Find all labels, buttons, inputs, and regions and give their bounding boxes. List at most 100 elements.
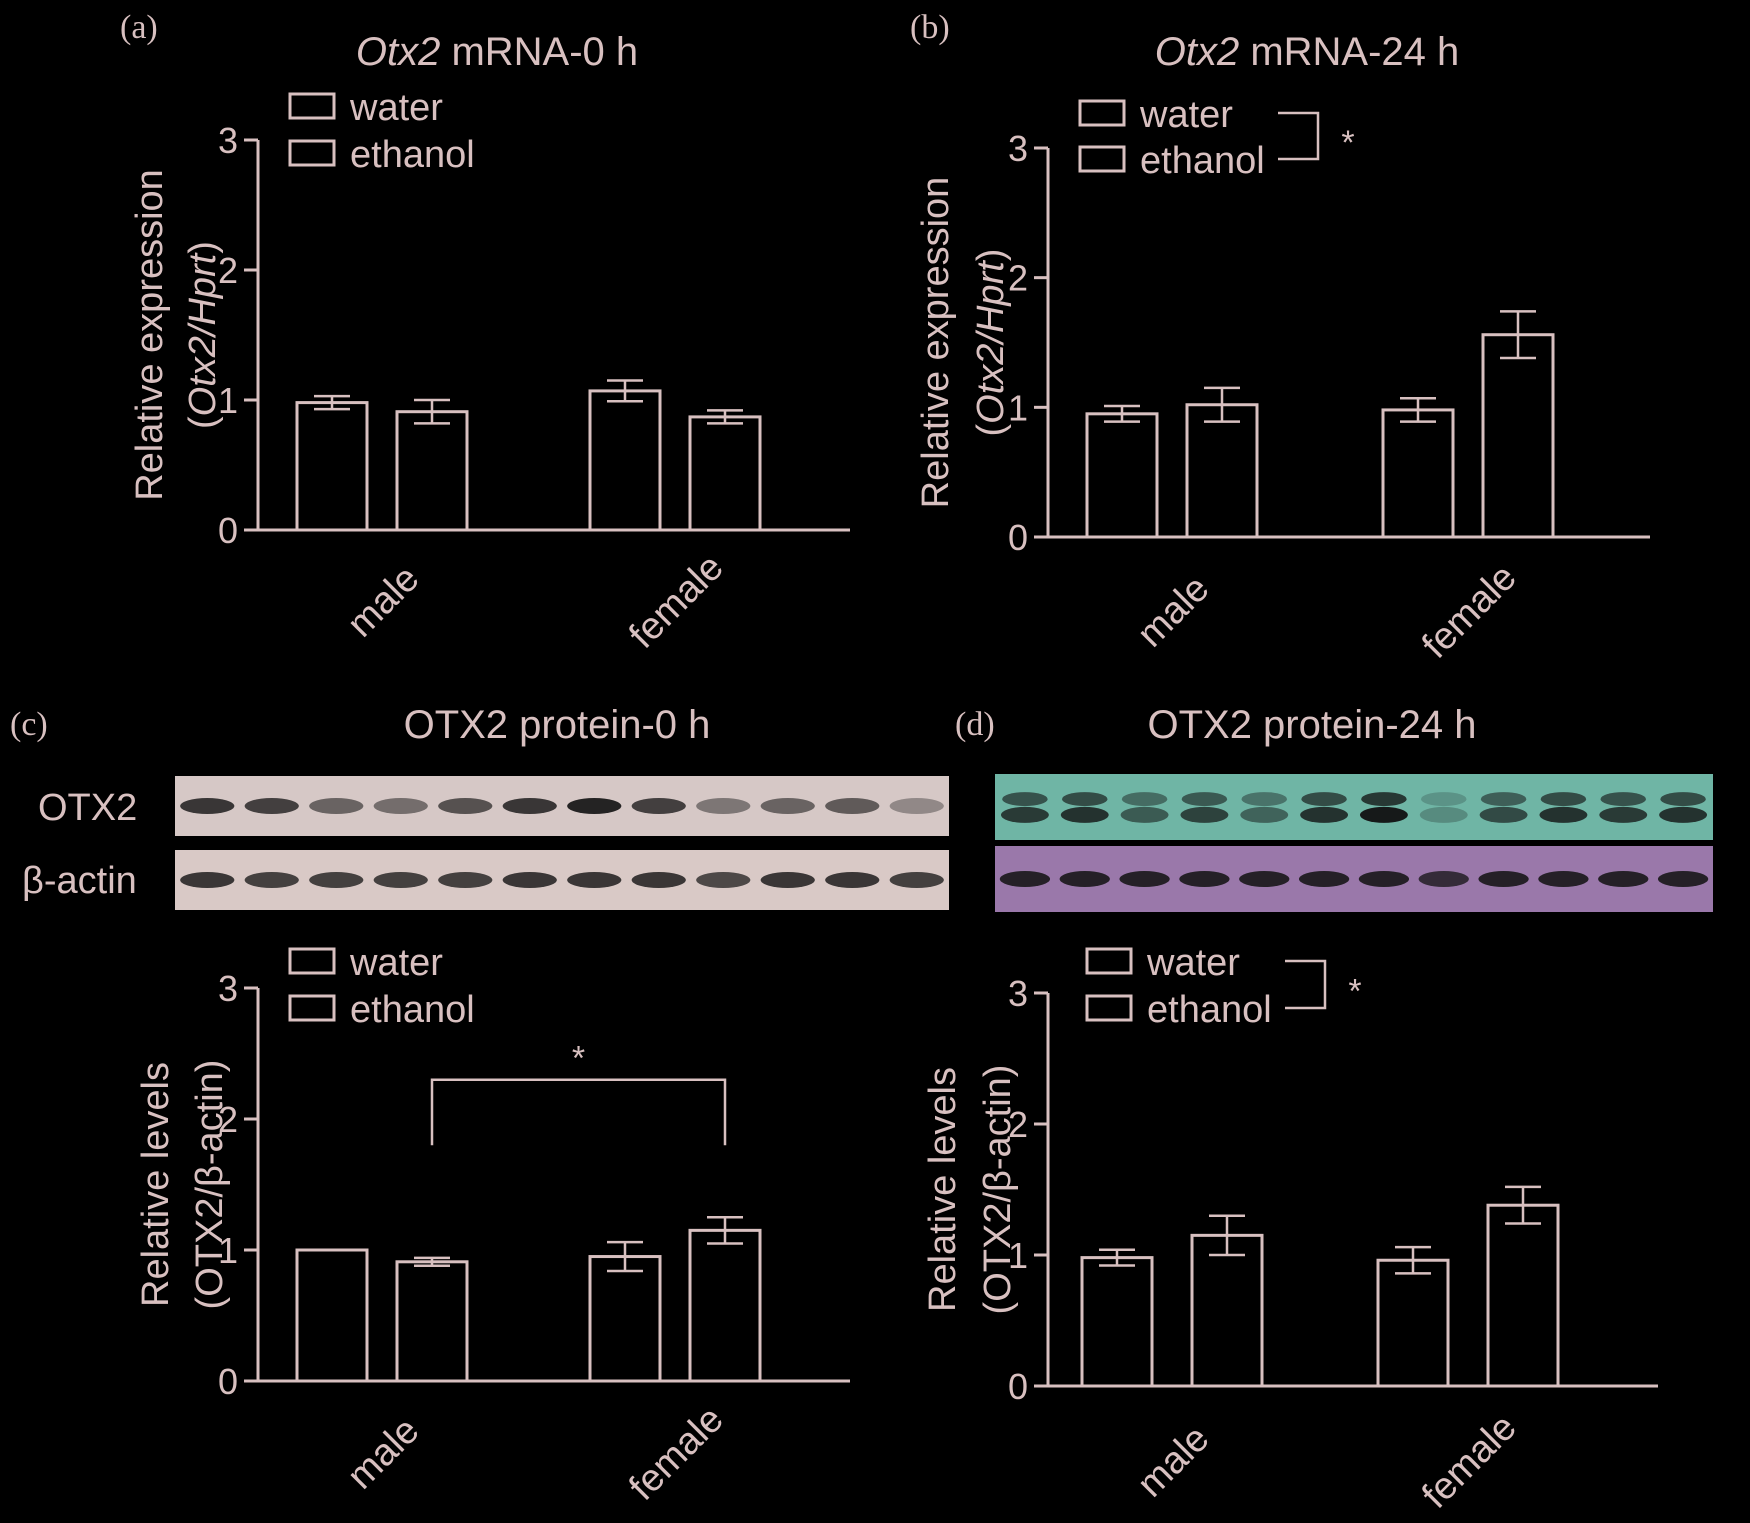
y-axis-label-units-pre: (OTX2/β-actin) — [189, 1060, 231, 1310]
blot-band — [567, 798, 622, 814]
legend-label-ethanol: ethanol — [350, 989, 475, 1031]
panel-label: (c) — [10, 706, 48, 743]
blot-band — [1300, 806, 1349, 823]
y-axis-label-units-pre: ( — [970, 423, 1012, 436]
legend-significance-bracket — [1278, 111, 1320, 161]
y-axis-label: Relative levels — [922, 1067, 964, 1312]
blot-band — [180, 872, 235, 888]
blot-band — [889, 872, 944, 888]
blot-band — [1060, 806, 1109, 823]
blot-band — [309, 872, 364, 888]
blot-band — [244, 798, 299, 814]
blot-band — [1421, 792, 1467, 807]
blot-band — [1002, 792, 1048, 807]
blot-band — [1480, 792, 1527, 807]
western-blots: OTX2 β-actin — [22, 774, 1713, 912]
blot-band — [438, 798, 493, 814]
chart-title-text: OTX2 protein-0 h — [404, 703, 711, 747]
panel-label: (b) — [910, 9, 950, 46]
legend-swatch-ethanol — [288, 139, 336, 167]
blot-d-actin-membrane — [995, 846, 1713, 912]
blot-band — [1418, 871, 1469, 887]
y-axis-label-units-pre: (OTX2/β-actin) — [977, 1065, 1019, 1315]
y-tick-label: 2 — [218, 250, 238, 291]
legend-significance-star: * — [1348, 973, 1361, 1011]
blot-band — [1540, 792, 1587, 807]
blot-band — [1358, 871, 1410, 887]
blot-band — [1600, 792, 1646, 807]
y-axis-label: Relative expression — [915, 177, 957, 509]
chart-title-italic: Otx2 — [356, 30, 440, 74]
y-axis-label-units-italic: Otx2/Hprt — [970, 260, 1012, 424]
blot-band — [502, 872, 557, 888]
blot-band — [1180, 806, 1229, 823]
legend-label-water: water — [349, 87, 443, 129]
y-axis-label-units-post: ) — [182, 241, 224, 254]
blot-band — [1120, 806, 1169, 823]
bar-water-male — [295, 1248, 369, 1383]
blot-band — [1538, 871, 1589, 887]
y-axis-label-units: (OTX2/β-actin) — [977, 1065, 1019, 1315]
blot-band — [180, 798, 235, 814]
chart-title: Otx2 mRNA-0 h — [356, 30, 638, 74]
legend-swatch-ethanol — [1078, 145, 1126, 173]
y-tick-label: 1 — [218, 1230, 238, 1271]
y-axis-label: Relative levels — [135, 1062, 177, 1307]
blot-band — [1062, 792, 1108, 807]
blot-band — [825, 798, 880, 814]
blot-band — [889, 798, 944, 814]
y-tick-label: 3 — [218, 120, 238, 161]
legend-label-ethanol: ethanol — [1140, 140, 1265, 182]
chart-title-text: OTX2 protein-24 h — [1147, 703, 1476, 747]
blot-band — [1361, 792, 1407, 807]
legend-swatch-ethanol — [1085, 994, 1133, 1022]
blot-band — [1660, 792, 1706, 807]
blot-band — [1181, 792, 1228, 807]
legend-swatch-water — [1085, 947, 1133, 975]
blot-d-otx2-membrane — [995, 774, 1713, 840]
legend-significance-bracket — [1285, 959, 1327, 1010]
blot-band — [696, 798, 751, 814]
y-tick-label: 3 — [1008, 973, 1028, 1014]
comparison-significance-star: * — [572, 1040, 585, 1078]
legend-swatch-water — [1078, 99, 1126, 127]
y-tick-label: 3 — [218, 968, 238, 1009]
blot-label-beta-actin: β-actin — [22, 860, 137, 902]
blot-band — [631, 872, 686, 888]
y-tick-label: 2 — [1008, 1104, 1028, 1145]
blot-band — [1179, 871, 1230, 887]
blot-band — [1539, 806, 1588, 823]
y-tick-label: 0 — [1008, 1366, 1028, 1407]
blot-c-actin — [175, 850, 949, 910]
blot-band — [1359, 806, 1408, 823]
comparison-bracket — [430, 1078, 727, 1146]
y-axis-label-units: (Otx2/Hprt) — [182, 241, 224, 429]
blot-band — [1598, 871, 1649, 887]
panel-label: (d) — [955, 706, 995, 743]
y-tick-label: 1 — [1008, 1235, 1028, 1276]
blot-band — [1657, 871, 1709, 887]
legend-label-ethanol: ethanol — [1147, 989, 1272, 1031]
chart-title: OTX2 protein-0 h — [404, 703, 711, 747]
blot-band — [1301, 792, 1347, 807]
y-tick-label: 2 — [1008, 258, 1028, 299]
legend-label-ethanol: ethanol — [350, 134, 475, 176]
y-tick-label: 0 — [218, 1361, 238, 1402]
panel-a: (a) Otx2 mRNA-0 h 0 1 2 3 Relative expression (… — [120, 9, 850, 657]
blot-band — [1241, 792, 1287, 807]
chart-title-text: mRNA-24 h — [1239, 30, 1459, 74]
blot-band — [696, 872, 751, 888]
legend-label-water: water — [1146, 942, 1240, 984]
blot-band — [567, 872, 622, 888]
legend-label-water: water — [1139, 94, 1233, 136]
legend-significance-star: * — [1341, 124, 1354, 162]
blot-label-otx2: OTX2 — [38, 787, 137, 829]
blot-band — [1298, 871, 1350, 887]
blot-band — [1240, 806, 1289, 823]
blot-band — [438, 872, 493, 888]
blot-band — [1478, 871, 1529, 887]
y-axis-label-units: (OTX2/β-actin) — [189, 1060, 231, 1310]
blot-band — [1479, 806, 1528, 823]
